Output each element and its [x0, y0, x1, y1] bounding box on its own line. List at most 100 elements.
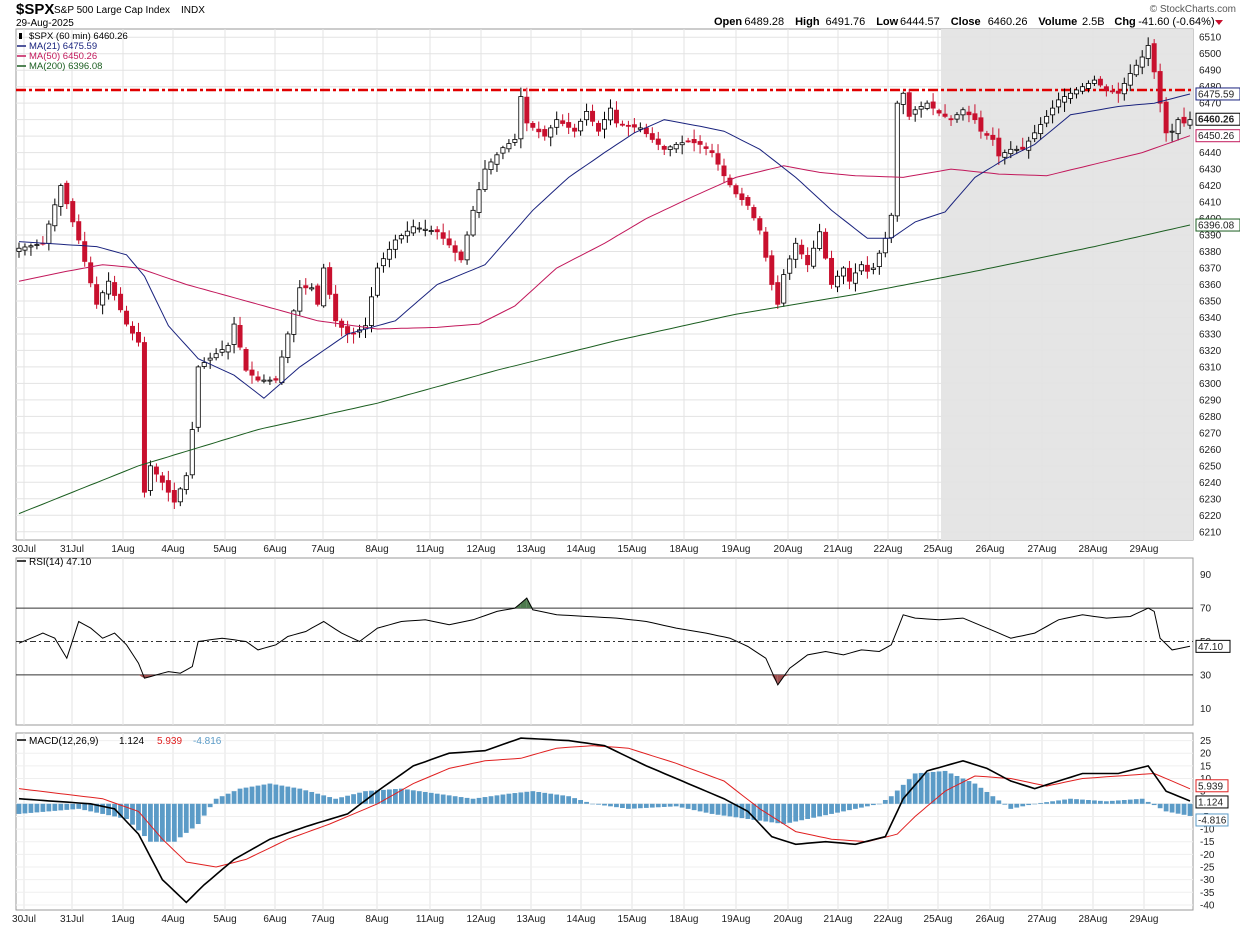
price-tick-label: 6320 [1199, 346, 1222, 357]
price-tick-label: 6370 [1199, 264, 1222, 275]
macd-histogram-bar [512, 793, 518, 804]
candle-body [900, 92, 906, 105]
macd-histogram-bar [303, 790, 309, 804]
price-tick-label: 6410 [1199, 198, 1222, 209]
macd-histogram-bar [94, 803, 100, 813]
macd-histogram-bar [1169, 803, 1175, 813]
macd-tag-label: -4.816 [1198, 815, 1227, 826]
macd-histogram-bar [966, 781, 972, 804]
x-axis-label: 13Aug [517, 914, 546, 925]
macd-histogram-bar [363, 791, 368, 804]
candle-body [201, 362, 207, 367]
macd-histogram-bar [757, 803, 763, 821]
candle-body [942, 113, 948, 117]
x-axis-label: 14Aug [567, 914, 596, 925]
x-axis-label: 8Aug [365, 914, 388, 925]
macd-histogram-bar [853, 803, 858, 809]
candle-body [76, 221, 82, 241]
x-axis-label: 21Aug [824, 544, 853, 555]
candle-body [171, 490, 177, 503]
macd-histogram-bar [225, 793, 231, 804]
macd-histogram-bar [321, 795, 327, 804]
macd-histogram-bar [165, 803, 171, 842]
price-tick-label: 6260 [1199, 445, 1222, 456]
price-tag-label: 6396.08 [1198, 221, 1235, 232]
macd-histogram-bar [40, 803, 46, 812]
candle-body [924, 102, 930, 109]
macd-histogram-bar [524, 791, 530, 804]
price-tick-label: 6240 [1199, 478, 1222, 489]
macd-histogram-bar [1151, 803, 1157, 806]
x-axis-label: 22Aug [874, 914, 903, 925]
rsi-oversold-fill [138, 674, 145, 679]
macd-histogram-bar [506, 793, 512, 804]
macd-histogram-bar [189, 803, 195, 829]
candle-body [303, 285, 309, 289]
candle-body [506, 143, 512, 150]
legend-entry: MA(21) 6475.59 [29, 41, 97, 52]
macd-tag-label: 5.939 [1198, 781, 1223, 792]
price-tick-label: 6300 [1199, 379, 1222, 390]
candle-body [1139, 56, 1145, 68]
price-tick-label: 6270 [1199, 428, 1222, 439]
macd-tick-label: -15 [1200, 837, 1215, 848]
rsi-tick-label: 30 [1200, 670, 1212, 681]
candle-body [70, 201, 76, 223]
candle-body [781, 274, 787, 304]
candle-body [1002, 152, 1008, 158]
candle-body [631, 124, 637, 128]
macd-histogram-bar [572, 798, 578, 804]
rsi-tag-box [1195, 639, 1231, 653]
macd-histogram-bar [847, 803, 852, 811]
macd-histogram-bar [267, 783, 273, 804]
candle-body [1133, 64, 1139, 76]
macd-histogram-bar [620, 803, 625, 809]
macd-histogram-bar [972, 783, 978, 804]
candle-body [422, 228, 428, 231]
candle-body [966, 111, 972, 116]
macd-histogram-bar [835, 803, 840, 813]
candle-body [512, 139, 518, 143]
candle-body [327, 267, 333, 295]
macd-histogram-bar [775, 803, 781, 824]
candle-body [225, 345, 231, 353]
candle-body [1109, 90, 1115, 93]
macd-histogram-bar [100, 803, 106, 814]
macd-histogram-bar [751, 803, 757, 820]
candle-body [733, 185, 739, 195]
x-axis-label: 19Aug [722, 544, 751, 555]
macd-histogram-bar [1187, 803, 1193, 816]
candle-body [261, 379, 267, 382]
macd-histogram-bar [1086, 800, 1091, 804]
macd-histogram-bar [171, 803, 177, 842]
macd-histogram-bar [811, 803, 817, 818]
macd-plot-area [15, 732, 1194, 911]
candle-body [380, 258, 386, 267]
candle-body [183, 475, 189, 491]
candle-body [267, 379, 273, 382]
macd-histogram-bar [859, 803, 864, 808]
x-axis-label: 26Aug [976, 914, 1005, 925]
x-axis-label: 28Aug [1079, 914, 1108, 925]
macd-histogram-bar [285, 786, 291, 804]
macd-histogram-bar [894, 790, 900, 804]
candle-body [823, 231, 829, 259]
candle-body [404, 230, 410, 237]
candle-body [309, 287, 315, 290]
candle-body [410, 226, 416, 234]
candle-body [936, 110, 942, 114]
candle-body [1091, 79, 1097, 84]
candle-body [1020, 146, 1026, 150]
candle-body [165, 480, 171, 493]
macd-histogram-bar [1020, 803, 1026, 807]
x-axis-label: 27Aug [1028, 914, 1057, 925]
ma21-line [18, 93, 1191, 399]
candle-body [572, 127, 578, 132]
candle-body [1127, 73, 1133, 86]
price-tick-label: 6470 [1199, 99, 1222, 110]
rsi-tick-label: 90 [1200, 570, 1212, 581]
price-panel: 6210 6220 6230 6240 6250 6260 6270 6280 6290 6300… [12, 28, 1240, 555]
candle-body [141, 342, 147, 493]
macd-histogram-bar [488, 796, 494, 804]
